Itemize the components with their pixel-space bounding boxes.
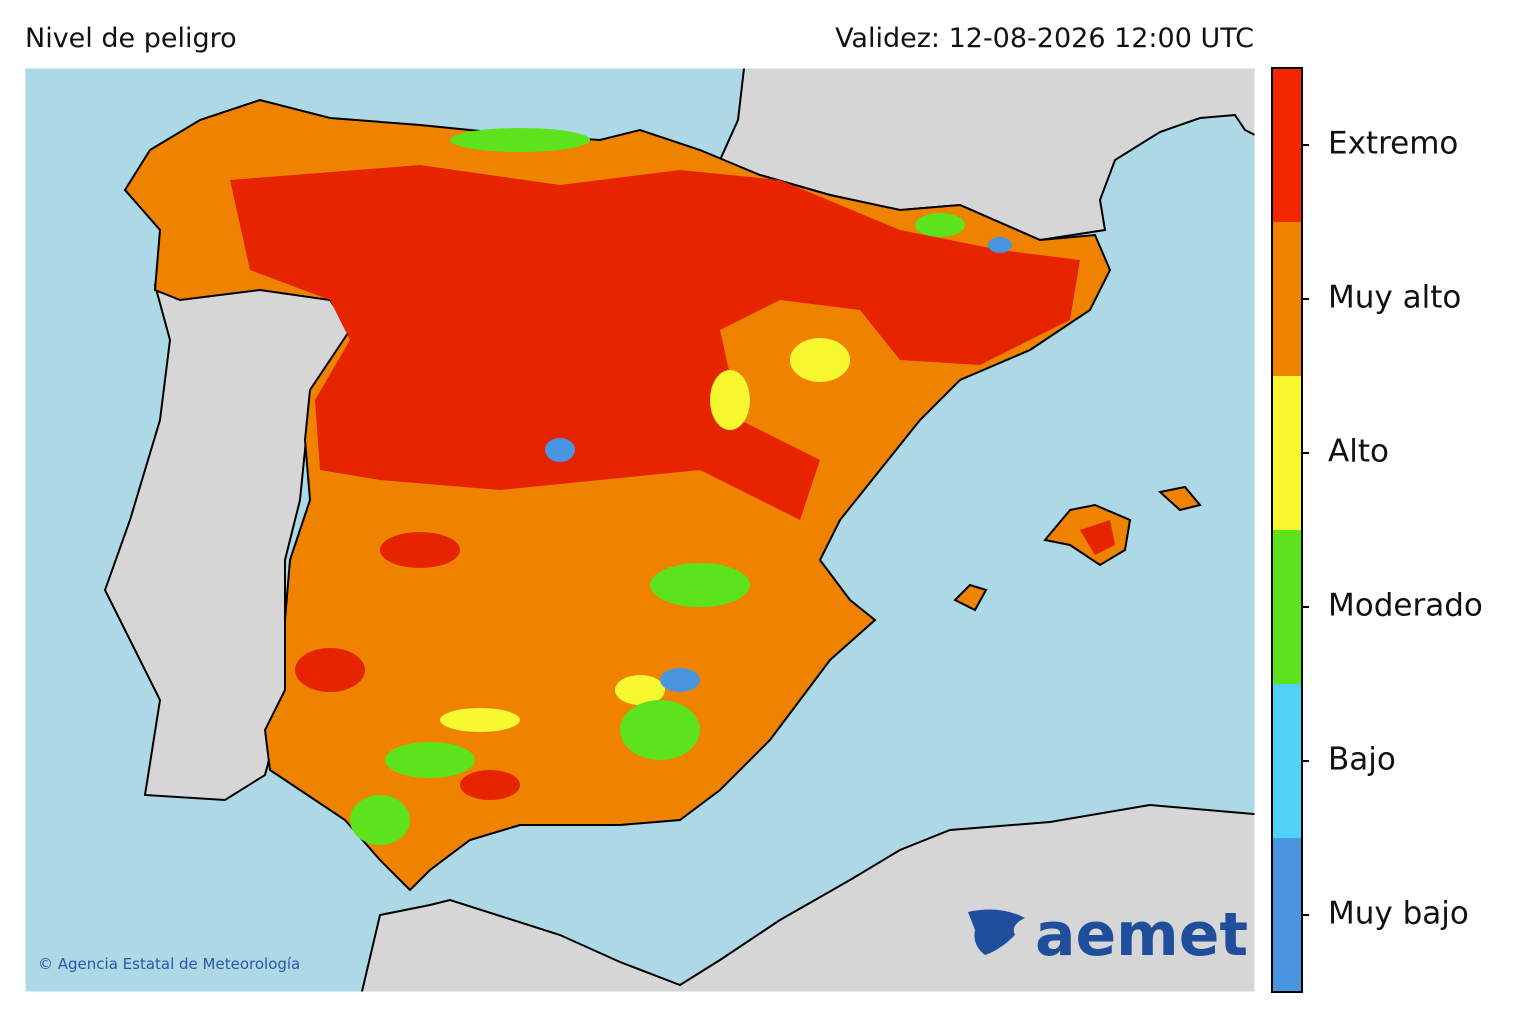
low-areas <box>545 237 1012 692</box>
legend-swatch <box>1272 838 1302 992</box>
logo-icon <box>968 909 1025 955</box>
legend-swatch <box>1272 530 1302 684</box>
legend-label: Moderado <box>1328 588 1483 624</box>
moderate-areas <box>350 128 965 845</box>
legend-label: Muy bajo <box>1328 896 1469 932</box>
legend-swatch <box>1272 222 1302 376</box>
logo: aemet <box>968 900 1248 970</box>
legend-label: Muy alto <box>1328 280 1461 316</box>
legend-swatch <box>1272 68 1302 222</box>
legend-label: Extremo <box>1328 126 1458 162</box>
validity: Validez: 12-08-2026 12:00 UTC <box>835 23 1254 54</box>
map-title: Nivel de peligro <box>25 23 237 54</box>
legend-swatch <box>1272 684 1302 838</box>
logo-text: aemet <box>1035 900 1248 970</box>
ibiza <box>953 583 988 612</box>
africa <box>360 803 1255 992</box>
extreme-areas <box>230 165 1080 800</box>
legend-label: Bajo <box>1328 742 1396 778</box>
legend-label: Alto <box>1328 434 1389 470</box>
map: © Agencia Estatal de Meteorología aemet <box>24 67 1256 993</box>
mallorca-extreme <box>1080 520 1115 555</box>
credit: © Agencia Estatal de Meteorología <box>38 955 300 973</box>
menorca <box>1157 485 1202 512</box>
map-frame <box>24 67 1256 993</box>
legend-swatch <box>1272 376 1302 530</box>
legend-frame <box>1271 67 1303 993</box>
legend: Extremo Muy alto Alto Moderado Bajo Muy bajo <box>1271 67 1483 993</box>
high-areas <box>440 338 850 732</box>
